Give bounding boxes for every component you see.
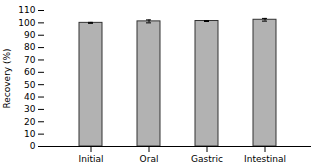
svg-text:70: 70 [24,55,36,65]
svg-text:110: 110 [18,5,35,15]
svg-text:60: 60 [24,67,36,77]
svg-text:20: 20 [24,117,36,127]
svg-text:0: 0 [30,141,36,151]
svg-text:100: 100 [18,18,35,28]
svg-text:Recovery (%): Recovery (%) [2,48,12,108]
svg-text:Initial: Initial [79,154,104,164]
svg-text:40: 40 [24,92,36,102]
svg-text:50: 50 [24,80,36,90]
svg-text:Intestinal: Intestinal [244,154,286,164]
svg-text:Oral: Oral [140,154,159,164]
svg-text:10: 10 [24,129,36,139]
svg-text:30: 30 [24,104,36,114]
svg-text:90: 90 [24,30,36,40]
svg-text:Gastric: Gastric [191,154,223,164]
svg-text:80: 80 [24,42,36,52]
